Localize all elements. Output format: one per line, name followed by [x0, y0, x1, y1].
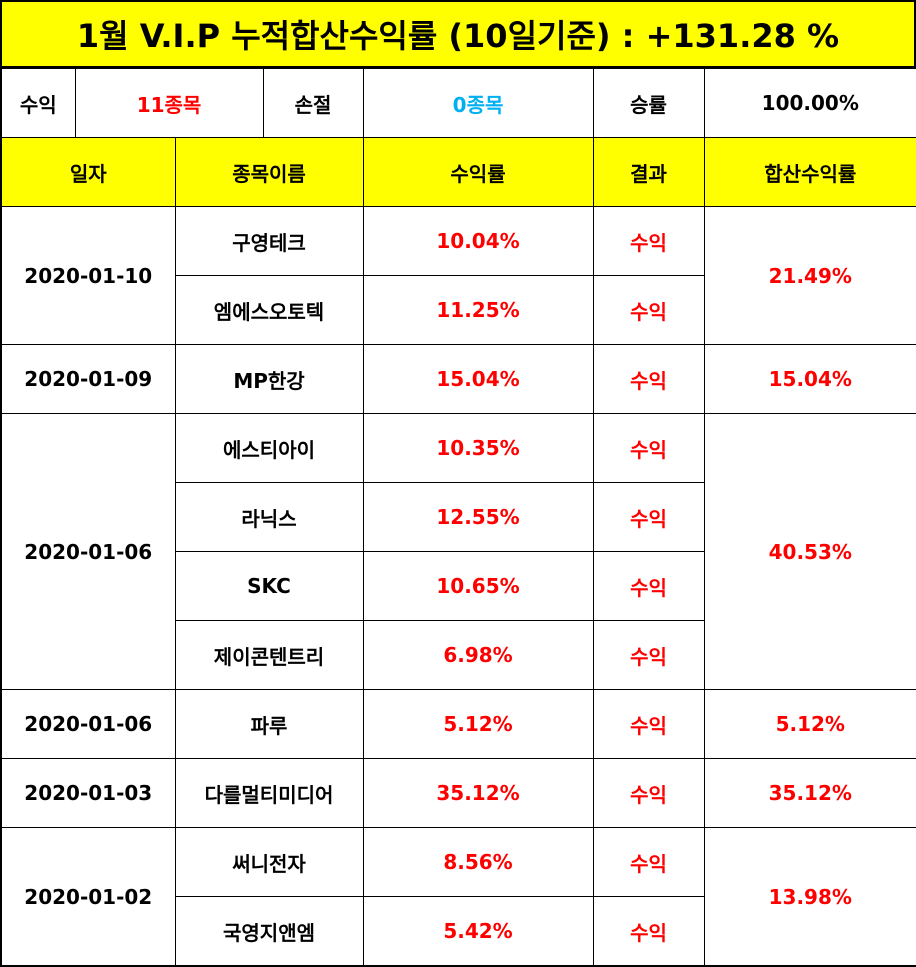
total-return-cell: 13.98%: [703, 827, 916, 967]
result-cell: 수익: [592, 275, 705, 345]
profit-label: 수익: [0, 68, 76, 138]
stock-name-cell: 구영테크: [174, 206, 364, 276]
winrate-label: 승률: [592, 68, 705, 138]
winrate-value: 100.00%: [703, 68, 916, 138]
table-row: 2020-01-10 구영테크 10.04% 수익 21.49%: [0, 206, 916, 345]
date-cell: 2020-01-06: [0, 689, 176, 759]
stock-name-cell: 엠에스오토텍: [174, 275, 364, 345]
stock-name-cell: 라닉스: [174, 482, 364, 552]
result-cell: 수익: [592, 827, 705, 897]
date-cell: 2020-01-02: [0, 827, 176, 967]
stock-name-cell: 파루: [174, 689, 364, 759]
table-row: 2020-01-02 써니전자 8.56% 수익 13.98%: [0, 827, 916, 967]
return-cell: 5.42%: [362, 896, 594, 967]
return-cell: 35.12%: [362, 758, 594, 828]
header-total: 합산수익률: [703, 137, 916, 207]
return-cell: 11.25%: [362, 275, 594, 345]
profit-count: 11종목: [74, 68, 264, 138]
return-cell: 6.98%: [362, 620, 594, 690]
stock-name-cell: MP한강: [174, 344, 364, 414]
return-cell: 15.04%: [362, 344, 594, 414]
date-cell: 2020-01-09: [0, 344, 176, 414]
summary-row: 수익 11종목 손절 0종목 승률 100.00%: [0, 68, 916, 138]
stock-name-cell: SKC: [174, 551, 364, 621]
total-return-cell: 21.49%: [703, 206, 916, 345]
header-result: 결과: [592, 137, 705, 207]
loss-count: 0종목: [362, 68, 594, 138]
result-cell: 수익: [592, 206, 705, 276]
table-row: 2020-01-09 MP한강 15.04% 수익 15.04%: [0, 344, 916, 414]
total-return-cell: 15.04%: [703, 344, 916, 414]
header-row: 일자 종목이름 수익률 결과 합산수익률: [0, 137, 916, 207]
date-cell: 2020-01-03: [0, 758, 176, 828]
return-cell: 5.12%: [362, 689, 594, 759]
result-cell: 수익: [592, 413, 705, 483]
stock-name-cell: 다를멀티미디어: [174, 758, 364, 828]
table-row: 국영지앤엠 5.42% 수익: [1, 896, 916, 967]
data-body: 2020-01-10 구영테크 10.04% 수익 21.49% 엠에스오토텍 11.25%…: [0, 206, 916, 967]
stock-name-cell: 에스티아이: [174, 413, 364, 483]
total-return-cell: 35.12%: [703, 758, 916, 828]
return-cell: 10.35%: [362, 413, 594, 483]
result-cell: 수익: [592, 758, 705, 828]
total-return-cell: 40.53%: [703, 413, 916, 690]
loss-label: 손절: [262, 68, 364, 138]
total-return-cell: 5.12%: [703, 689, 916, 759]
return-cell: 10.65%: [362, 551, 594, 621]
return-cell: 8.56%: [362, 827, 594, 897]
table-row: 엠에스오토텍 11.25% 수익: [1, 275, 916, 345]
stock-name-cell: 써니전자: [174, 827, 364, 897]
stock-name-cell: 국영지앤엠: [174, 896, 364, 967]
table-row: 2020-01-06 파루 5.12% 수익 5.12%: [0, 689, 916, 759]
header-return: 수익률: [362, 137, 594, 207]
stock-name-cell: 제이콘텐트리: [174, 620, 364, 690]
date-cell: 2020-01-06: [0, 413, 176, 690]
returns-table: 수익 11종목 손절 0종목 승률 100.00% 일자 종목이름 수익률 결과…: [0, 68, 916, 967]
table-row: 2020-01-06 에스티아이 10.35% 수익 40.53%: [0, 413, 916, 690]
report-title: 1월 V.I.P 누적합산수익률 (10일기준) : +131.28 %: [0, 0, 916, 68]
result-cell: 수익: [592, 689, 705, 759]
return-cell: 12.55%: [362, 482, 594, 552]
table-row: 2020-01-03 다를멀티미디어 35.12% 수익 35.12%: [0, 758, 916, 828]
result-cell: 수익: [592, 344, 705, 414]
result-cell: 수익: [592, 482, 705, 552]
table-row: 제이콘텐트리 6.98% 수익: [1, 620, 916, 690]
date-cell: 2020-01-10: [0, 206, 176, 345]
header-date: 일자: [0, 137, 176, 207]
return-cell: 10.04%: [362, 206, 594, 276]
result-cell: 수익: [592, 551, 705, 621]
result-cell: 수익: [592, 620, 705, 690]
header-name: 종목이름: [174, 137, 364, 207]
result-cell: 수익: [592, 896, 705, 967]
